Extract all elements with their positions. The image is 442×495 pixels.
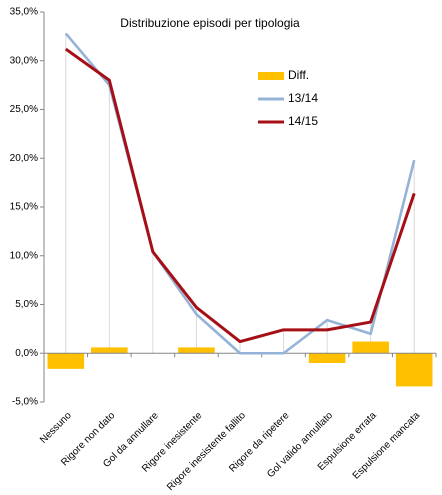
legend-label: 13/14 — [288, 91, 318, 105]
y-tick-label: 35,0% — [10, 7, 38, 18]
legend-label: Diff. — [288, 68, 309, 82]
bar — [352, 341, 389, 354]
x-tick-label: Rigore inesistente fallito — [165, 410, 248, 493]
bar — [47, 353, 85, 369]
y-tick-label: 0,0% — [15, 348, 38, 359]
y-tick-label: 25,0% — [10, 104, 38, 115]
y-tick-label: 5,0% — [15, 299, 38, 310]
y-tick-label: 10,0% — [10, 250, 38, 261]
legend-label: 14/15 — [288, 114, 318, 128]
y-tick-label: 20,0% — [10, 153, 38, 164]
y-tick-label: -5,0% — [12, 397, 38, 408]
bar — [178, 347, 215, 354]
bar — [308, 353, 346, 363]
bar — [91, 347, 128, 354]
chart-title: Distribuzione episodi per tipologia — [120, 16, 300, 30]
x-tick-label: Nessuno — [38, 410, 74, 446]
line — [64, 32, 416, 355]
legend-swatch — [258, 72, 284, 80]
line — [64, 47, 416, 344]
y-tick-label: 30,0% — [10, 55, 38, 66]
y-tick-label: 15,0% — [10, 202, 38, 213]
bar — [395, 353, 433, 387]
